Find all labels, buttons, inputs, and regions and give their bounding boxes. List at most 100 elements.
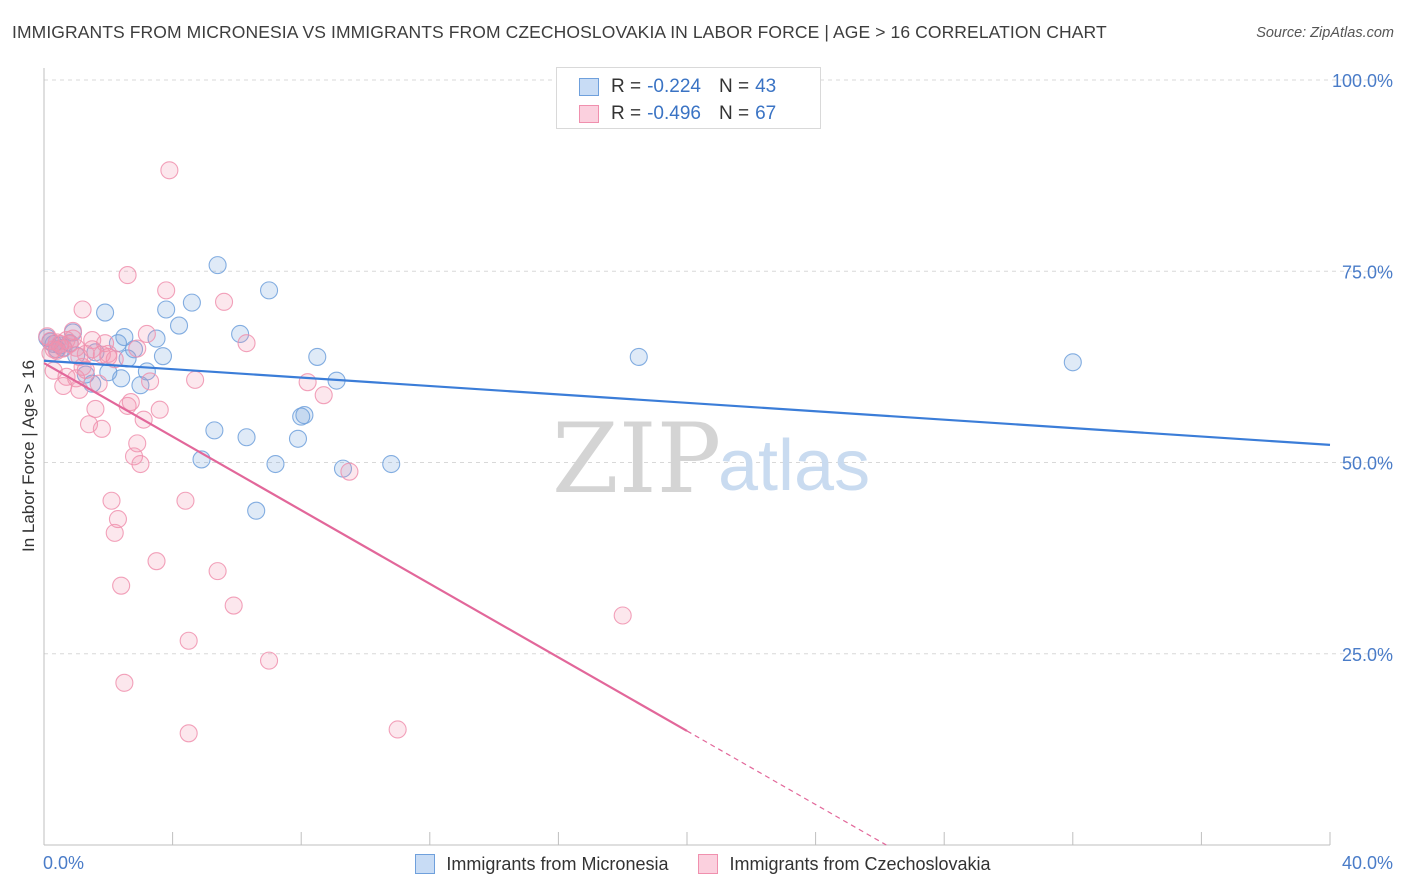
czechoslovakia-point-28 (128, 434, 147, 453)
trend-lines (43, 359, 1331, 846)
micronesia-point-34 (288, 429, 308, 448)
micronesia-point-31 (247, 501, 266, 520)
micronesia-point-36 (295, 406, 314, 425)
n-label: N = (718, 76, 750, 97)
czechoslovakia-point-49 (388, 720, 407, 739)
micronesia-point-16 (115, 327, 134, 347)
chart-title: IMMIGRANTS FROM MICRONESIA VS IMMIGRANTS… (12, 22, 1107, 42)
czechoslovakia-point-16 (89, 374, 108, 393)
czechoslovakia-point-37 (176, 491, 195, 510)
r-label: R = (611, 103, 642, 124)
legend-item-czechoslovakia: Immigrants from Czechoslovakia (698, 853, 991, 875)
micronesia-point-37 (308, 347, 327, 366)
stats-row-czechoslovakia: R = -0.496 N = 67 (579, 101, 776, 127)
czechoslovakia-point-62 (92, 345, 111, 364)
czechoslovakia-point-11 (73, 300, 92, 319)
czechoslovakia-point-63 (57, 331, 76, 350)
grid-lines (44, 79, 1393, 655)
micronesia-point-27 (205, 421, 224, 440)
y-tick-label-0: 25.0% (1342, 645, 1393, 665)
y-tick-label-2: 75.0% (1342, 262, 1393, 282)
legend-item-micronesia: Immigrants from Micronesia (415, 854, 668, 875)
stats-legend: R = -0.224 N = 43 R = -0.496 N = 67 (556, 67, 821, 129)
micronesia-swatch (579, 78, 599, 96)
micronesia-point-30 (237, 428, 256, 447)
micronesia-point-12 (96, 303, 115, 322)
r-value: -0.224 (647, 76, 701, 97)
micronesia-point-33 (266, 454, 285, 474)
micronesia-point-41 (629, 347, 648, 366)
n-label: N = (718, 103, 750, 124)
czechoslovakia-point-17 (92, 419, 111, 438)
czechoslovakia-point-66 (41, 344, 60, 363)
czechoslovakia-swatch (579, 105, 599, 123)
axes (43, 68, 1331, 846)
czechoslovakia-point-40 (186, 370, 205, 389)
watermark-zip: ZIP (552, 403, 721, 515)
czechoslovakia-point-24 (115, 673, 134, 692)
y-tick-labels: 25.0% 50.0% 75.0% 100.0% (1332, 71, 1393, 665)
micronesia-point-40 (382, 454, 401, 474)
micronesia-point-15 (112, 369, 131, 388)
czechoslovakia-point-15 (86, 399, 105, 419)
czechoslovakia-point-29 (131, 454, 150, 474)
stats-row-micronesia: R = -0.224 N = 43 (579, 74, 776, 100)
watermark-atlas: atlas (718, 426, 870, 506)
y-tick-label-3: 100.0% (1332, 71, 1393, 91)
czechoslovakia-point-33 (147, 552, 166, 571)
data-points (38, 161, 1082, 743)
czechoslovakia-point-32 (141, 372, 160, 391)
micronesia-point-21 (147, 329, 166, 348)
czechoslovakia-point-64 (73, 357, 92, 376)
micronesia-point-22 (153, 347, 173, 366)
czechoslovakia-point-43 (224, 596, 243, 615)
czechoslovakia-trend-line (43, 362, 688, 732)
micronesia-point-23 (157, 300, 176, 319)
n-value: 67 (755, 103, 777, 124)
czechoslovakia-point-46 (298, 373, 317, 392)
r-label: R = (611, 76, 642, 97)
czechoslovakia-point-45 (259, 651, 279, 670)
x-tick-labels: 0.0% 40.0% (43, 853, 1393, 873)
czechoslovakia-point-50 (613, 606, 632, 625)
czechoslovakia-point-41 (208, 562, 227, 581)
legend-label-micronesia: Immigrants from Micronesia (446, 853, 669, 874)
micronesia-point-42 (1063, 353, 1082, 372)
czechoslovakia-point-44 (237, 334, 256, 353)
micronesia-point-32 (259, 281, 279, 300)
series-legend: Immigrants from Micronesia Immigrants fr… (0, 850, 1406, 878)
source-label: Source: ZipAtlas.com (1256, 25, 1394, 41)
czechoslovakia-trend-line-extension (686, 730, 887, 846)
czechoslovakia-point-38 (179, 631, 198, 650)
micronesia-point-35 (292, 407, 311, 426)
x-tick-label-1: 40.0% (1342, 853, 1393, 873)
micronesia-point-29 (231, 324, 250, 344)
czechoslovakia-point-61 (128, 339, 147, 358)
x-tick-label-0: 0.0% (43, 853, 84, 873)
czechoslovakia-point-42 (214, 292, 234, 311)
czechoslovakia-point-36 (160, 161, 179, 180)
czechoslovakia-point-48 (340, 462, 359, 481)
watermark: ZIP atlas (552, 403, 870, 515)
czechoslovakia-point-65 (99, 344, 118, 363)
czechoslovakia-point-23 (112, 576, 131, 595)
micronesia-point-24 (169, 316, 189, 335)
micronesia-trend-line (43, 359, 1331, 447)
r-value: -0.496 (647, 103, 701, 124)
y-axis-label: In Labor Force | Age > 16 (19, 360, 38, 552)
czechoslovakia-point-47 (314, 386, 333, 405)
czechoslovakia-point-35 (157, 281, 176, 300)
czechoslovakia-point-34 (150, 400, 169, 419)
legend-swatch-micronesia (415, 854, 436, 874)
czechoslovakia-point-31 (137, 324, 156, 344)
czechoslovakia-point-39 (179, 724, 198, 743)
legend-label-czechoslovakia: Immigrants from Czechoslovakia (729, 853, 991, 874)
micronesia-point-25 (182, 293, 201, 312)
czechoslovakia-point-26 (121, 393, 140, 412)
legend-swatch-czechoslovakia (698, 854, 719, 874)
micronesia-point-28 (208, 256, 227, 275)
n-value: 43 (755, 76, 777, 97)
czechoslovakia-point-20 (102, 491, 121, 510)
czechoslovakia-point-54 (118, 266, 137, 285)
